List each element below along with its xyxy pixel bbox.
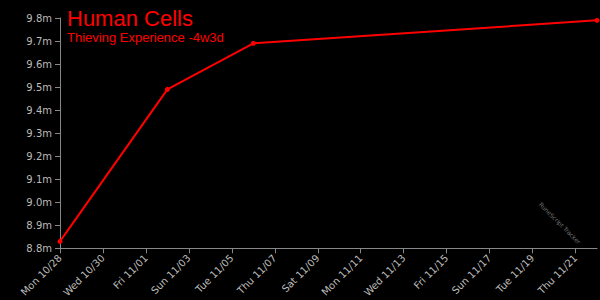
svg-text:9.5m: 9.5m	[26, 82, 52, 93]
svg-text:9.6m: 9.6m	[26, 59, 52, 70]
svg-text:9.1m: 9.1m	[26, 174, 52, 185]
svg-text:9.2m: 9.2m	[26, 151, 52, 162]
svg-text:Mon 10/28: Mon 10/28	[19, 252, 64, 297]
svg-text:Thieving Experience -4w3d: Thieving Experience -4w3d	[67, 30, 224, 45]
svg-text:Human Cells: Human Cells	[67, 6, 193, 31]
svg-text:Wed 10/30: Wed 10/30	[61, 252, 107, 298]
svg-text:Sun 11/03: Sun 11/03	[149, 252, 193, 296]
svg-text:Sun 11/17: Sun 11/17	[450, 252, 494, 296]
svg-text:Mon 11/11: Mon 11/11	[319, 252, 364, 297]
svg-text:Fri 11/01: Fri 11/01	[111, 252, 150, 291]
svg-text:RuneScript Tracker: RuneScript Tracker	[537, 201, 583, 247]
svg-text:Wed 11/13: Wed 11/13	[362, 252, 408, 298]
svg-text:Thu 11/21: Thu 11/21	[535, 252, 579, 296]
svg-text:8.8m: 8.8m	[26, 243, 52, 254]
svg-text:9.8m: 9.8m	[26, 13, 52, 24]
svg-text:Tue 11/05: Tue 11/05	[193, 252, 236, 295]
svg-text:9.3m: 9.3m	[26, 128, 52, 139]
svg-text:9.0m: 9.0m	[26, 197, 52, 208]
svg-text:Fri 11/15: Fri 11/15	[412, 252, 451, 291]
svg-text:Sat 11/09: Sat 11/09	[280, 252, 322, 294]
svg-text:9.7m: 9.7m	[26, 36, 52, 47]
svg-text:9.4m: 9.4m	[26, 105, 52, 116]
svg-text:Tue 11/19: Tue 11/19	[493, 252, 536, 295]
svg-text:Thu 11/07: Thu 11/07	[234, 252, 278, 296]
svg-text:8.9m: 8.9m	[26, 220, 52, 231]
